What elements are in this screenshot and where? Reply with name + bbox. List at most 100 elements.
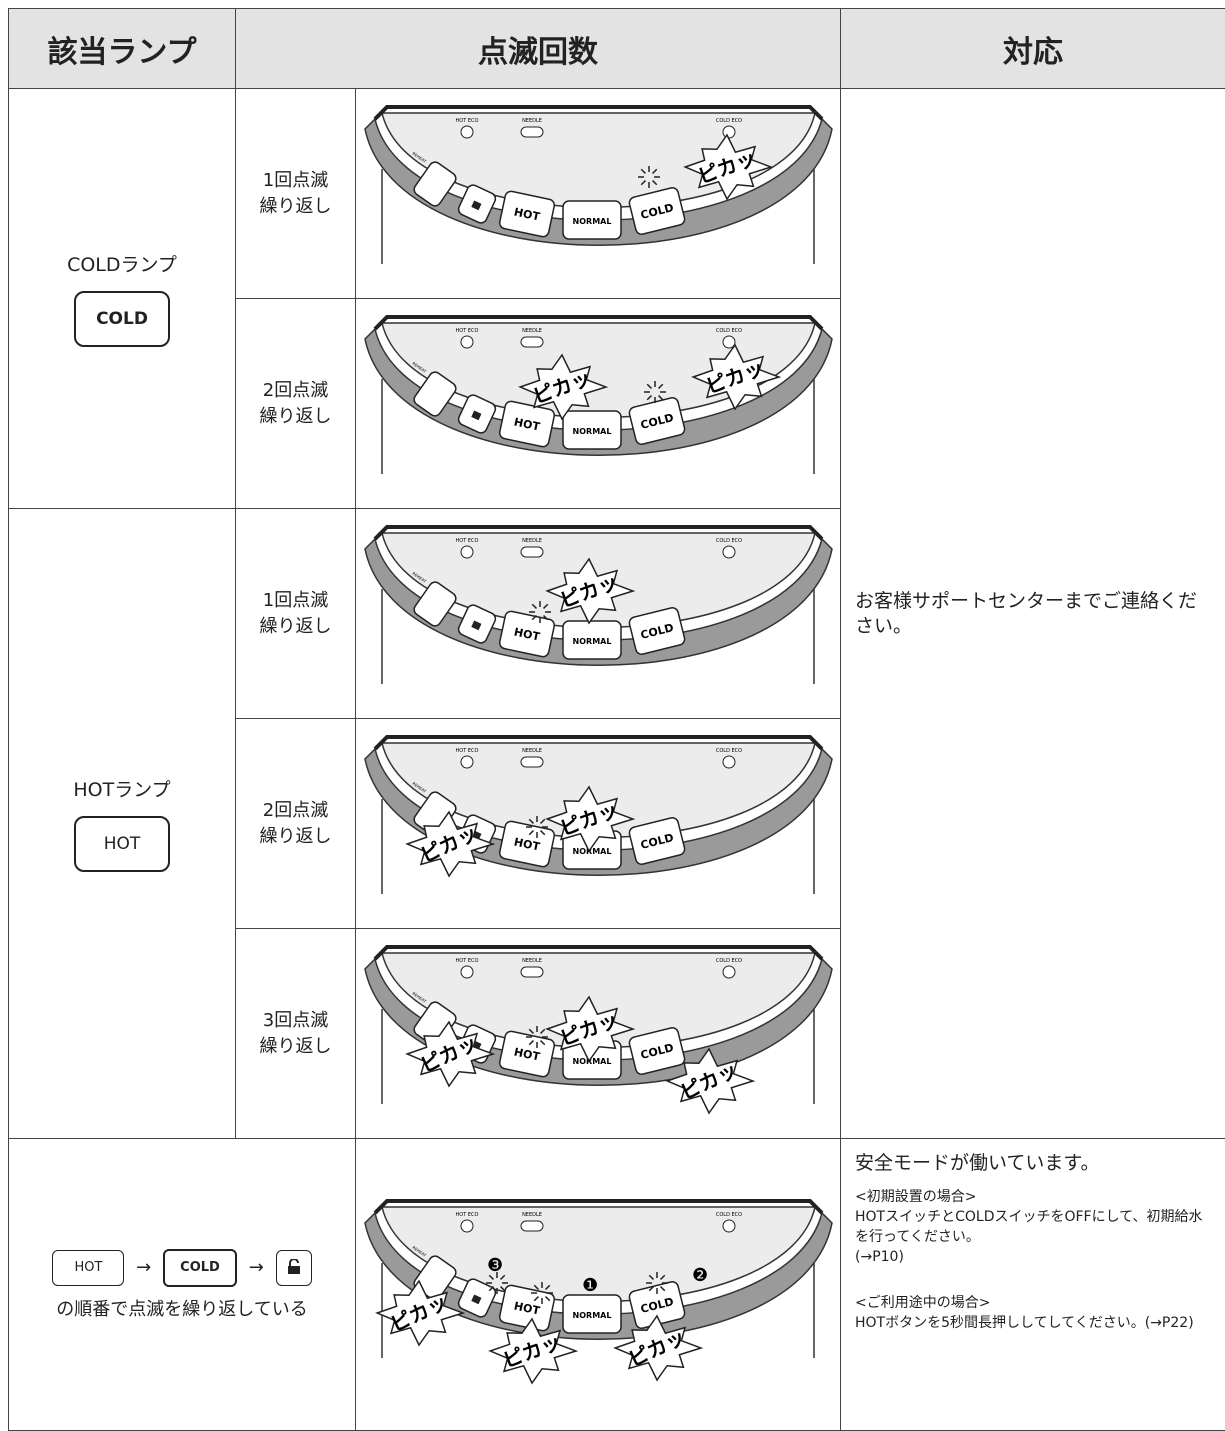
indicator: [723, 966, 735, 978]
tiny-label: NEEDLE: [522, 1212, 542, 1218]
indicator: [461, 546, 473, 558]
panel-button: NORMAL: [563, 411, 621, 449]
indicator: [521, 967, 543, 977]
indicator: [461, 126, 473, 138]
tiny-label: COLD ECO: [715, 958, 741, 964]
section-text: HOTボタンを5秒間長押ししてしてください。(→P22): [855, 1313, 1213, 1333]
indicator: [723, 336, 735, 348]
header-row: 該当ランプ 点滅回数 対応: [9, 9, 1225, 89]
tiny-label: HOT ECO: [455, 118, 478, 124]
count-cell: 1回点滅繰り返し: [236, 509, 356, 719]
count-cell: 1回点滅繰り返し: [236, 89, 356, 299]
panel-button: NORMAL: [563, 1295, 621, 1333]
header-blink: 点滅回数: [236, 9, 841, 89]
count-cell: 3回点滅繰り返し: [236, 929, 356, 1139]
button-label: NORMAL: [572, 427, 611, 436]
step-marker: ❸: [487, 1255, 503, 1276]
repeat: 繰り返し: [236, 614, 355, 640]
lock-button: [276, 1250, 312, 1286]
tiny-label: HOT ECO: [455, 748, 478, 754]
lamp-cell: HOTランプ HOT: [9, 509, 236, 1139]
seq-button: COLD: [163, 1249, 237, 1287]
action-cell: お客様サポートセンターまでご連絡ください。: [841, 89, 1225, 1139]
indicator: [521, 337, 543, 347]
lamp-button: HOT: [74, 816, 170, 872]
sequence-cell: HOT → COLD → の順番で点滅を繰り返している: [9, 1139, 356, 1431]
repeat: 繰り返し: [236, 1034, 355, 1060]
tiny-label: NEEDLE: [522, 748, 542, 754]
indicator: [723, 1220, 735, 1232]
count: 2回点滅: [236, 798, 355, 824]
indicator: [461, 1220, 473, 1232]
indicator: [723, 756, 735, 768]
safety-title: 安全モードが働いています。: [855, 1153, 1213, 1173]
safety-cell: 安全モードが働いています。 <初期設置の場合> HOTスイッチとCOLDスイッチ…: [841, 1139, 1225, 1431]
section-heading: <ご利用途中の場合>: [855, 1293, 1213, 1313]
button-label: NORMAL: [572, 1057, 611, 1066]
count: 2回点滅: [236, 378, 355, 404]
lamp-button: COLD: [74, 291, 170, 347]
indicator: [461, 756, 473, 768]
indicator: [521, 547, 543, 557]
sequence-text: の順番で点滅を繰り返している: [9, 1295, 355, 1321]
indicator: [521, 127, 543, 137]
header-lamp: 該当ランプ: [9, 9, 236, 89]
tiny-label: HOT ECO: [455, 958, 478, 964]
tiny-label: COLD ECO: [715, 1212, 741, 1218]
repeat: 繰り返し: [236, 404, 355, 430]
tiny-label: NEEDLE: [522, 958, 542, 964]
header-action: 対応: [841, 9, 1225, 89]
button-label: NORMAL: [572, 1311, 611, 1320]
seq-arrow: →: [136, 1257, 151, 1278]
count-cell: 2回点滅繰り返し: [236, 719, 356, 929]
indicator: [521, 1221, 543, 1231]
button-label: NORMAL: [572, 847, 611, 856]
tiny-label: NEEDLE: [522, 118, 542, 124]
tiny-label: HOT ECO: [455, 1212, 478, 1218]
seq-arrow: →: [249, 1257, 264, 1278]
tiny-label: COLD ECO: [715, 118, 741, 124]
panel-button: NORMAL: [563, 621, 621, 659]
step-marker: ❷: [692, 1265, 708, 1286]
seq-button: HOT: [52, 1250, 124, 1286]
indicator: [521, 757, 543, 767]
panel-button: NORMAL: [563, 201, 621, 239]
indicator: [461, 336, 473, 348]
count: 1回点滅: [236, 168, 355, 194]
lamp-label: HOTランプ: [9, 775, 235, 802]
section-heading: <初期設置の場合>: [855, 1187, 1213, 1207]
indicator: [723, 126, 735, 138]
tiny-label: NEEDLE: [522, 328, 542, 334]
count-cell: 2回点滅繰り返し: [236, 299, 356, 509]
section-ref: (→P10): [855, 1247, 1213, 1267]
tiny-label: COLD ECO: [715, 538, 741, 544]
indicator: [723, 546, 735, 558]
step-marker: ❶: [582, 1275, 598, 1296]
tiny-label: COLD ECO: [715, 328, 741, 334]
tiny-label: HOT ECO: [455, 538, 478, 544]
indicator: [461, 966, 473, 978]
button-label: NORMAL: [572, 217, 611, 226]
section-text: HOTスイッチとCOLDスイッチをOFFにして、初期給水を行ってください。: [855, 1207, 1213, 1247]
tiny-label: COLD ECO: [715, 748, 741, 754]
button-label: NORMAL: [572, 637, 611, 646]
lamp-label: COLDランプ: [9, 250, 235, 277]
tiny-label: NEEDLE: [522, 538, 542, 544]
support-text: お客様サポートセンターまでご連絡ください。: [855, 590, 1197, 637]
